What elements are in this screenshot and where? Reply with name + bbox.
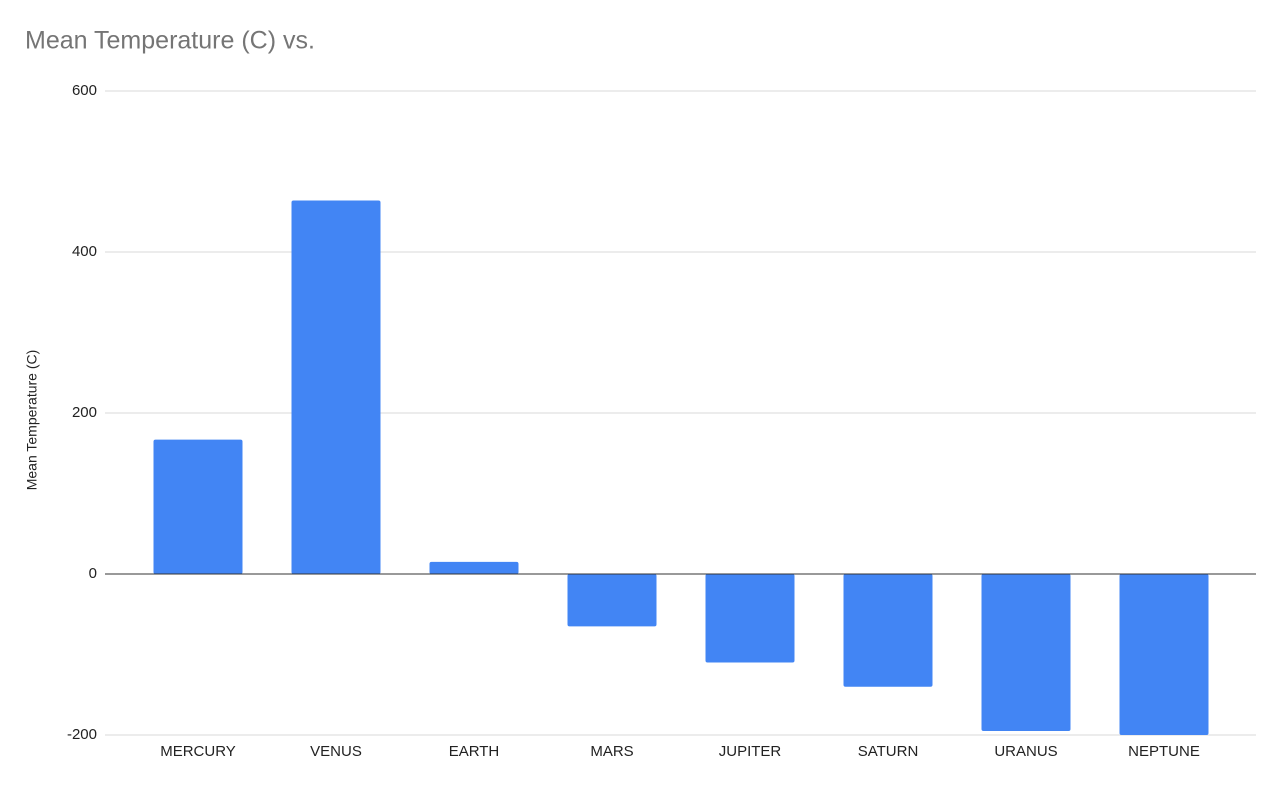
y-tick-label: 200 (72, 404, 97, 421)
x-tick-label: SATURN (858, 743, 919, 760)
bar (981, 574, 1071, 731)
y-tick-label: 600 (72, 82, 97, 99)
bar (1119, 574, 1209, 735)
bar (291, 200, 381, 575)
y-tick-label: 400 (72, 243, 97, 260)
x-tick-label: VENUS (310, 743, 362, 760)
x-tick-label: MERCURY (160, 743, 236, 760)
x-tick-label: MARS (590, 743, 633, 760)
chart-title: Mean Temperature (C) vs. (25, 27, 315, 55)
x-tick-label: URANUS (994, 743, 1057, 760)
y-axis-label: Mean Temperature (C) (24, 350, 40, 491)
bar (843, 574, 933, 687)
y-tick-label: 0 (89, 565, 97, 582)
x-tick-label: NEPTUNE (1128, 743, 1200, 760)
y-tick-label: -200 (67, 726, 97, 743)
x-tick-label: JUPITER (719, 743, 782, 760)
bar (429, 561, 519, 574)
x-tick-label: EARTH (449, 743, 500, 760)
bar (705, 574, 795, 663)
bar (153, 439, 243, 574)
bar (567, 574, 657, 627)
